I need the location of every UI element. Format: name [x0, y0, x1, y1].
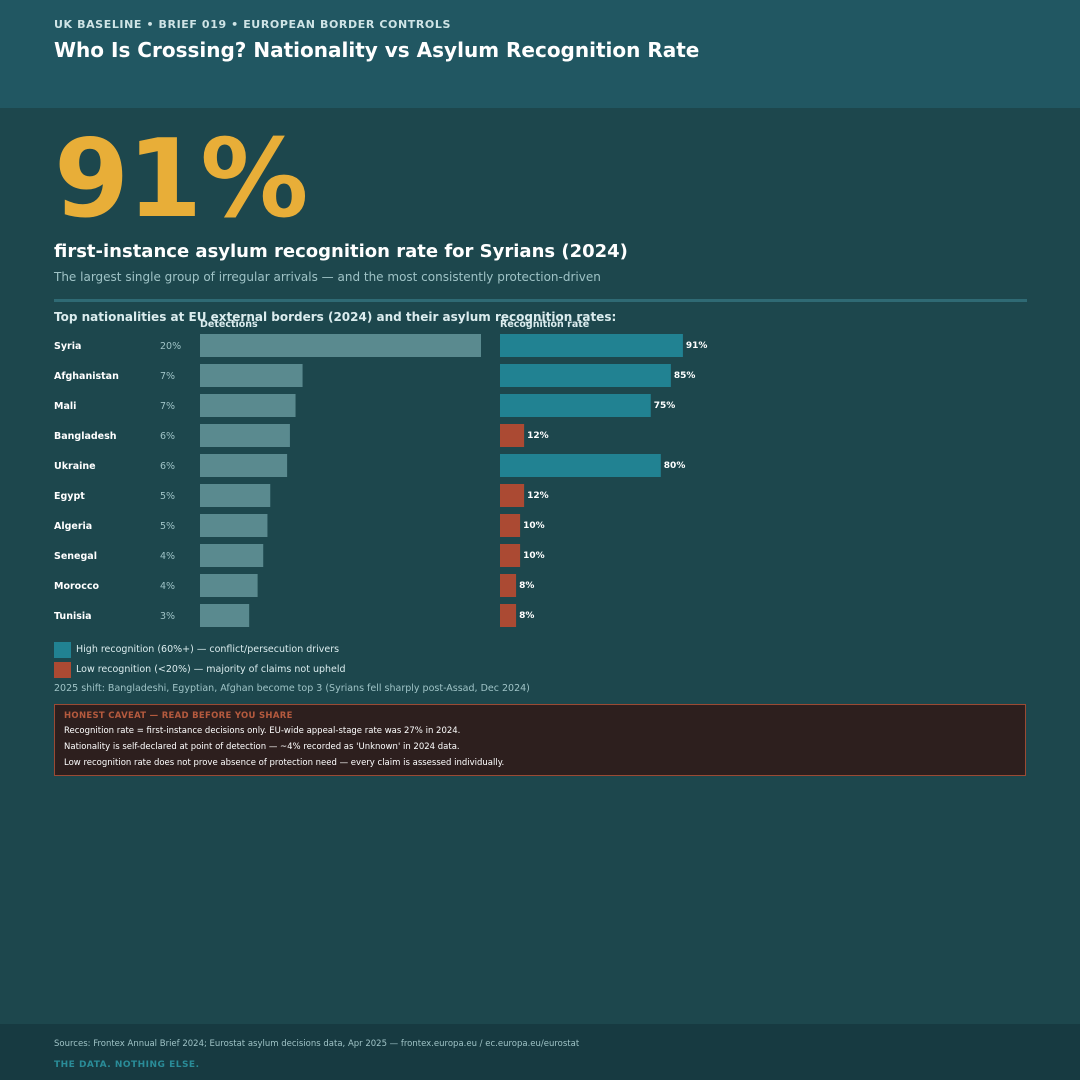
- detection-value-label: 7%: [160, 401, 175, 412]
- country-label: Syria: [54, 341, 81, 352]
- detection-bar: [200, 484, 271, 507]
- country-label: Mali: [54, 401, 76, 412]
- detection-bar: [200, 424, 290, 447]
- detection-value-label: 6%: [160, 431, 175, 442]
- footer: Sources: Frontex Annual Brief 2024; Euro…: [0, 1024, 1080, 1080]
- hero-subhead: The largest single group of irregular ar…: [54, 270, 601, 284]
- recognition-value-label: 80%: [664, 461, 686, 471]
- header: UK BASELINE • BRIEF 019 • EUROPEAN BORDE…: [0, 0, 1080, 108]
- recognition-column-header: Recognition rate: [500, 319, 590, 330]
- recognition-bar: [500, 364, 671, 387]
- recognition-value-label: 91%: [686, 341, 708, 351]
- detection-value-label: 6%: [160, 461, 175, 472]
- detection-bar: [200, 394, 296, 417]
- detection-value-label: 7%: [160, 371, 175, 382]
- legend-label-high: High recognition (60%+) — conflict/perse…: [76, 644, 340, 655]
- recognition-value-label: 8%: [519, 581, 534, 591]
- recognition-value-label: 12%: [527, 491, 549, 501]
- recognition-value-label: 75%: [654, 401, 676, 411]
- detection-value-label: 20%: [160, 341, 181, 352]
- caveat-line: Low recognition rate does not prove abse…: [64, 758, 505, 768]
- tagline: THE DATA. NOTHING ELSE.: [54, 1060, 200, 1070]
- recognition-bar: [500, 544, 521, 567]
- detection-bar: [200, 604, 250, 627]
- chart-title: Top nationalities at EU external borders…: [54, 310, 617, 324]
- caveat-line: Nationality is self-declared at point of…: [64, 742, 460, 752]
- recognition-bar: [500, 574, 517, 597]
- recognition-bar: [500, 454, 661, 477]
- recognition-bar: [500, 604, 517, 627]
- legend-swatch-low: [54, 662, 71, 678]
- recognition-value-label: 10%: [523, 521, 545, 531]
- recognition-value-label: 12%: [527, 431, 549, 441]
- detection-bar: [200, 544, 264, 567]
- country-label: Ukraine: [54, 461, 96, 472]
- sources-note: Sources: Frontex Annual Brief 2024; Euro…: [54, 1039, 580, 1049]
- country-label: Senegal: [54, 551, 97, 562]
- page-title: Who Is Crossing? Nationality vs Asylum R…: [54, 38, 700, 62]
- country-label: Tunisia: [54, 611, 92, 622]
- legend-label-low: Low recognition (<20%) — majority of cla…: [76, 664, 346, 675]
- recognition-bar: [500, 334, 683, 357]
- detection-value-label: 4%: [160, 551, 175, 562]
- divider: [54, 299, 1027, 302]
- hero-headline: first-instance asylum recognition rate f…: [54, 241, 628, 262]
- detection-bar: [200, 514, 268, 537]
- brief-kicker: UK BASELINE • BRIEF 019 • EUROPEAN BORDE…: [54, 18, 452, 31]
- country-label: Morocco: [54, 581, 99, 592]
- legend-swatch-high: [54, 642, 71, 658]
- recognition-bar: [500, 514, 521, 537]
- shift-note: 2025 shift: Bangladeshi, Egyptian, Afgha…: [54, 683, 530, 694]
- detection-value-label: 5%: [160, 491, 175, 502]
- country-label: Bangladesh: [54, 431, 117, 442]
- recognition-bar: [500, 424, 525, 447]
- hero-stat: 91%: [54, 117, 309, 242]
- nationality-bar-chart: Syria 20% 91% Afghanistan 7% 85% Mali 7% 75% Bang…: [54, 334, 708, 627]
- recognition-value-label: 85%: [674, 371, 696, 381]
- country-label: Egypt: [54, 491, 85, 502]
- detection-bar: [200, 334, 481, 357]
- recognition-value-label: 10%: [523, 551, 545, 561]
- detection-value-label: 4%: [160, 581, 175, 592]
- detection-bar: [200, 454, 288, 477]
- detection-bar: [200, 364, 303, 387]
- country-label: Afghanistan: [54, 371, 119, 382]
- recognition-bar: [500, 394, 651, 417]
- recognition-value-label: 8%: [519, 611, 534, 621]
- caveat-box: HONEST CAVEAT — READ BEFORE YOU SHARE Re…: [54, 704, 1026, 776]
- detections-column-header: Detections: [200, 319, 258, 330]
- country-label: Algeria: [54, 521, 92, 532]
- caveat-line: Recognition rate = first-instance decisi…: [64, 726, 461, 736]
- detection-bar: [200, 574, 258, 597]
- detection-value-label: 5%: [160, 521, 175, 532]
- recognition-bar: [500, 484, 525, 507]
- detection-value-label: 3%: [160, 611, 175, 622]
- caveat-title: HONEST CAVEAT — READ BEFORE YOU SHARE: [64, 711, 293, 721]
